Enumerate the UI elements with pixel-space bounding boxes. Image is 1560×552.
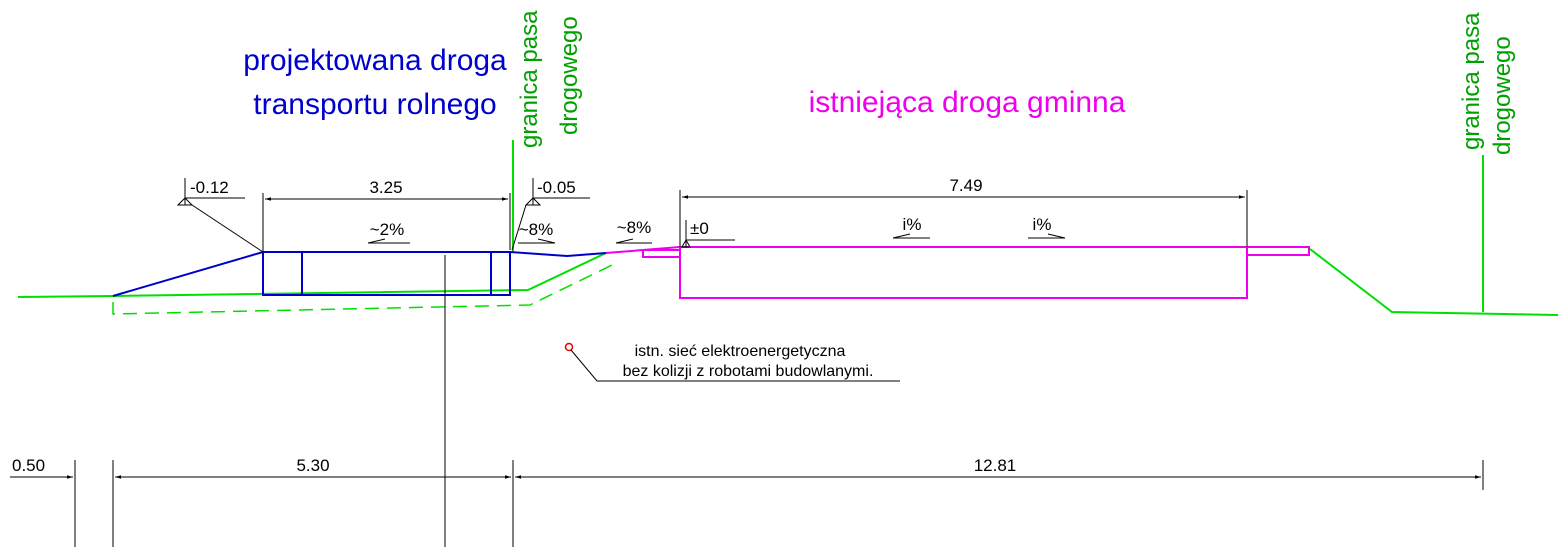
dimension: 3.25: [369, 178, 402, 197]
title: transportu rolnego: [253, 88, 497, 121]
boundary-label: granica pasa: [516, 10, 543, 148]
note: istn. sieć elektroenergetyczna: [635, 343, 846, 360]
slope: ~8%: [617, 218, 652, 237]
boundary-label: drogowego: [1489, 36, 1516, 155]
slope: ~8%: [519, 220, 554, 239]
slope: i%: [1033, 215, 1052, 234]
projected-road: [112, 251, 607, 297]
boundary-label: drogowego: [556, 16, 583, 135]
title: istniejąca droga gminna: [809, 86, 1126, 119]
dimension-lines: [10, 178, 1484, 547]
dimension: 0.50: [12, 456, 45, 475]
level: -0.12: [190, 178, 229, 197]
existing-road: [605, 246, 1310, 299]
texts: projektowana droga transportu rolnego is…: [12, 10, 1516, 475]
dimension: 7.49: [949, 176, 982, 195]
ground: [17, 140, 1559, 316]
level: ±0: [690, 219, 709, 238]
dimension: 12.81: [974, 456, 1017, 475]
slope: i%: [903, 215, 922, 234]
title: projektowana droga: [243, 44, 507, 77]
note: bez kolizji z robotami budowlanymi.: [623, 363, 874, 380]
level: -0.05: [537, 178, 576, 197]
slope: ~2%: [370, 220, 405, 239]
dimension: 5.30: [296, 456, 329, 475]
boundary-label: granica pasa: [1458, 12, 1485, 150]
